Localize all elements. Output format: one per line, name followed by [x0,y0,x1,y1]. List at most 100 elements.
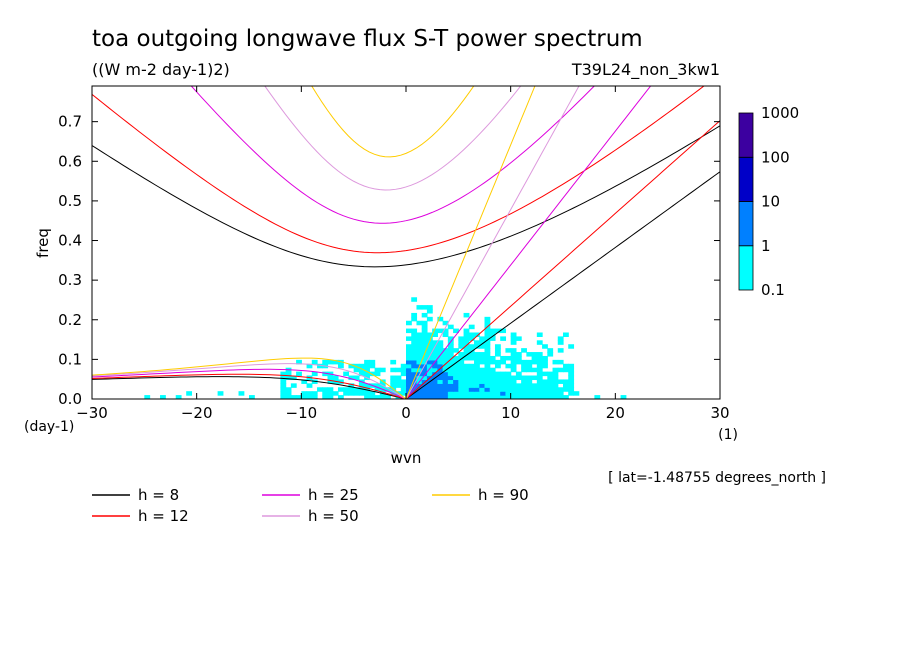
heat-cell [505,375,512,381]
heat-cell [479,344,486,349]
heat-cell [458,352,465,357]
heat-cell [531,375,538,381]
heat-cell [426,371,433,377]
heat-cell [426,359,433,365]
x-tick-label: 20 [606,404,625,422]
heat-cell [406,336,412,341]
heat-cell [489,375,496,381]
heat-cell [421,324,428,330]
heat-cell [306,383,313,388]
heat-cell [500,355,507,361]
heat-cell [432,391,438,396]
heat-cell [421,340,428,345]
heat-cell [364,383,370,388]
heat-cell [400,387,407,392]
heat-cell [432,340,438,345]
heat-cell [421,371,428,377]
heat-cell [547,383,554,388]
dispersion-curves [92,86,720,399]
heat-cell [463,363,470,369]
heat-cell [317,363,323,369]
heat-cell [322,395,329,399]
kelvin-wave-curve-h25 [405,86,652,399]
heat-cell [369,395,376,399]
heat-cell [510,383,517,388]
heat-cell [337,387,344,392]
heat-cell [285,371,292,377]
heat-cell [484,383,491,388]
heat-cell [447,383,454,388]
latitude-note: [ lat=-1.48755 degrees_north ] [608,470,826,486]
heat-cell [358,383,365,388]
chart-title: toa outgoing longwave flux S-T power spe… [92,26,643,52]
heat-cell [369,391,376,396]
rossby-wave-curve-h25 [92,368,407,399]
heat-cell [437,391,444,396]
heat-cell [515,336,522,341]
heat-cell [489,383,496,388]
heat-cell [311,391,318,396]
heat-cell [421,359,428,365]
heat-cell [463,395,470,399]
heat-cell [437,367,444,373]
heat-cell [463,391,470,396]
heat-cell [364,395,370,399]
inertia-gravity-curve-h8 [92,125,720,268]
heat-cell [515,395,522,399]
y-tick-label: 0.7 [58,113,82,131]
heat-cell [526,359,533,365]
heat-cell [542,379,548,384]
heat-cell [479,367,486,373]
heat-cell [442,359,449,365]
heat-cell [400,367,407,373]
heat-cell [447,336,454,341]
heat-cell [311,395,318,399]
heat-cell [515,352,522,357]
heat-cell [416,348,423,353]
heat-cell [406,348,412,353]
heat-cell [416,367,423,373]
heat-cell [489,359,496,365]
heat-cell [416,391,423,396]
heat-cell [500,379,507,384]
heat-cell [285,391,292,396]
heat-cell [542,359,548,365]
heat-cell [426,316,433,322]
heat-cell [432,352,438,357]
heat-cell [526,375,533,381]
heat-cell [505,355,512,361]
heat-cell [411,312,418,318]
heat-cell [406,371,412,377]
heat-cell [369,371,376,377]
heat-cell [468,324,475,330]
inertia-gravity-curve-h90 [311,86,475,158]
heat-cell [484,359,491,365]
heat-cell [547,348,554,353]
y-axis-label: freq [34,228,52,258]
heat-cell [557,379,564,384]
heat-cell [426,367,433,373]
heat-cell [484,340,491,345]
heat-cell [432,332,438,337]
heat-cell [432,383,438,388]
heat-cell [531,359,538,365]
heat-cell [531,355,538,361]
heat-cell [411,387,418,392]
heat-cell [510,359,517,365]
heat-cell [437,387,444,392]
heat-cell [568,387,575,392]
heat-cell [421,305,428,310]
heat-cell [411,355,418,361]
heat-cell [411,348,418,353]
rossby-wave-curve-h50 [92,363,407,399]
heat-cell [306,363,313,369]
heat-cell [306,395,313,399]
heat-cell [348,383,355,388]
heat-cell [301,379,308,384]
heat-cell [432,367,438,373]
heat-cell [458,355,465,361]
heat-cell [437,355,444,361]
heat-cell [437,344,444,349]
heat-cell [484,320,491,326]
heat-cell [489,371,496,377]
